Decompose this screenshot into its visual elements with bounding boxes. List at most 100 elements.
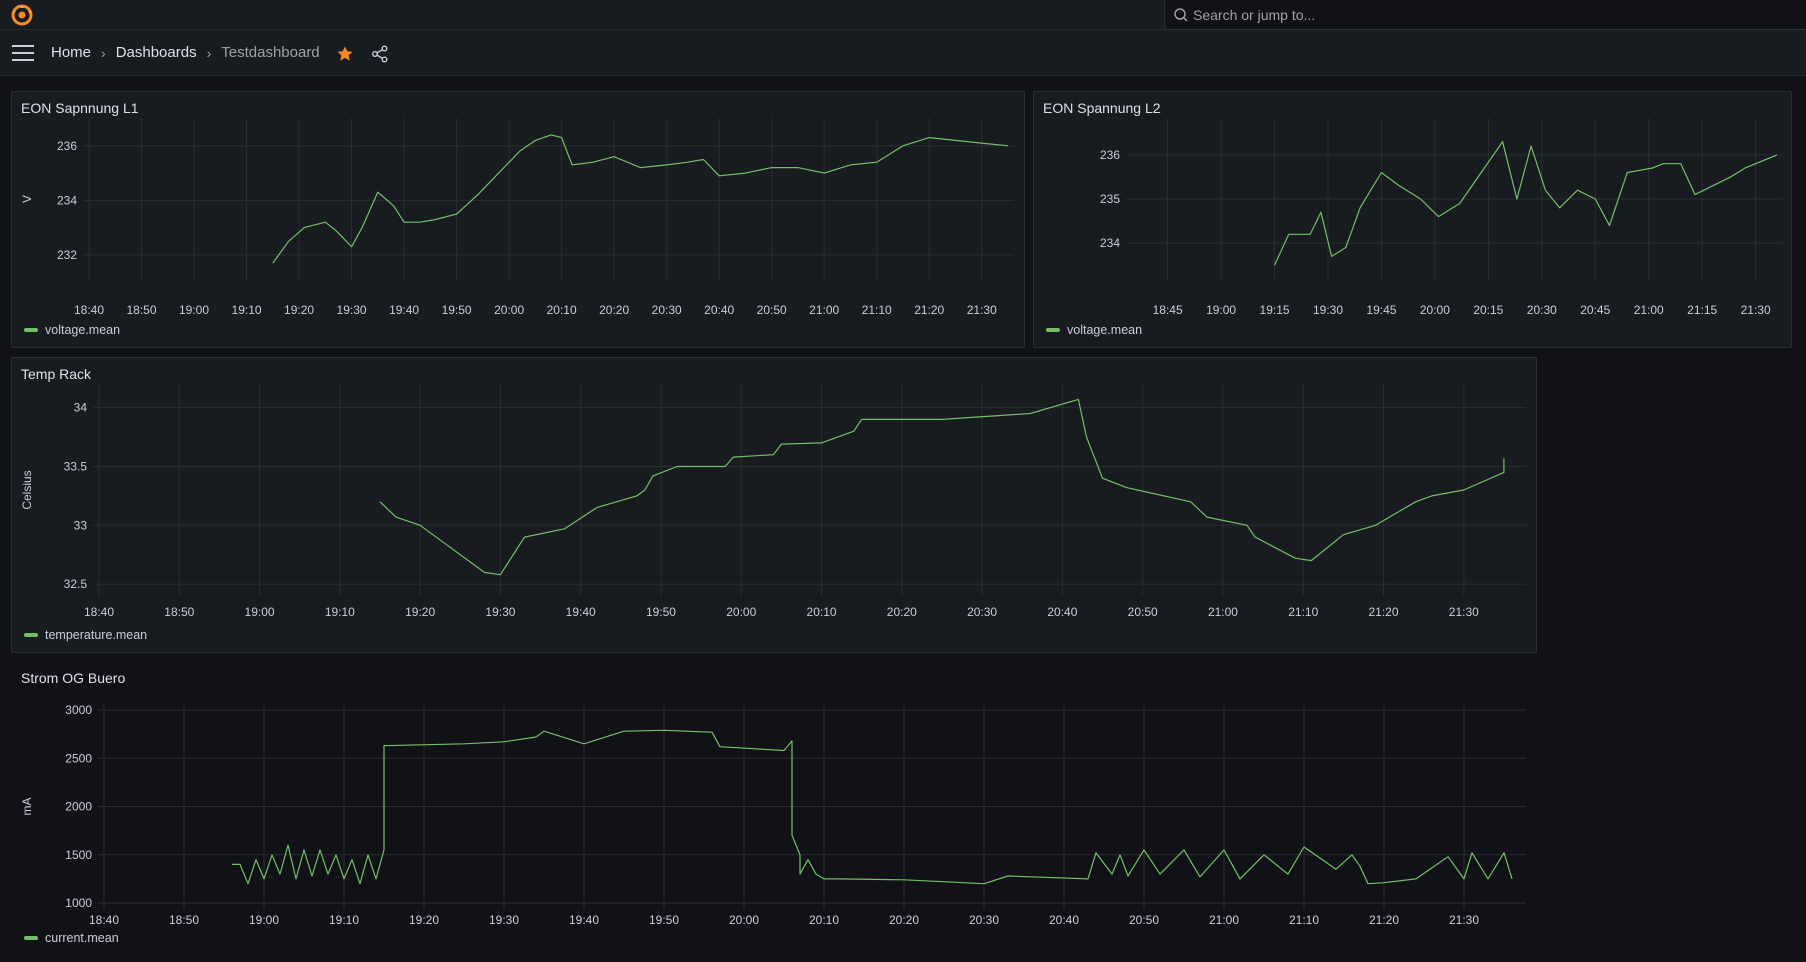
y-tick-label: 34 (74, 401, 88, 415)
x-tick-label: 20:20 (599, 303, 629, 317)
y-tick-label: 1500 (65, 848, 92, 862)
x-tick-label: 19:30 (337, 303, 367, 317)
legend-swatch (24, 936, 38, 940)
x-tick-label: 20:50 (757, 303, 787, 317)
x-tick-label: 19:00 (245, 605, 275, 619)
y-tick-label: 234 (1100, 236, 1120, 250)
x-tick-label: 20:15 (1473, 303, 1503, 317)
x-tick-label: 19:40 (569, 913, 599, 927)
x-tick-label: 20:10 (547, 303, 577, 317)
series-line-temperature-mean[interactable] (379, 398, 1505, 576)
x-tick-label: 19:20 (284, 303, 314, 317)
y-tick-label: 33.5 (64, 459, 88, 473)
series-line-voltage-mean[interactable] (1273, 140, 1778, 266)
x-tick-label: 19:00 (179, 303, 209, 317)
x-tick-label: 20:00 (726, 605, 756, 619)
panel-eon-spannung-l2[interactable]: EON Spannung L2 18:45 19:00 19:15 19:30 19:4… (1033, 91, 1792, 348)
x-tick-label: 21:30 (1741, 303, 1771, 317)
x-tick-label: 19:30 (485, 605, 515, 619)
x-tick-label: 19:15 (1260, 303, 1290, 317)
series-line-current-mean[interactable] (232, 729, 1513, 885)
star-icon[interactable] (336, 45, 354, 63)
voltage-l1-chart[interactable]: 18:40 18:50 19:00 19:10 19:20 19:30 19:40 19:50… (12, 92, 1026, 349)
panel-title[interactable]: Temp Rack (21, 366, 92, 382)
y-tick-label: 3000 (65, 703, 92, 717)
y-tick-label: 2000 (65, 800, 92, 814)
panel-temp-rack[interactable]: Temp Rack 18:40 18:50 19:00 19:10 19:20 19:30… (11, 357, 1537, 653)
legend-swatch (1046, 328, 1060, 332)
x-tick-label: 21:30 (967, 303, 997, 317)
legend-item[interactable]: voltage.mean (1046, 323, 1142, 337)
hamburger-menu-icon[interactable] (12, 44, 34, 62)
x-tick-label: 19:00 (1206, 303, 1236, 317)
panel-eon-spannung-l1[interactable]: EON Sapnnung L1 18:40 18:50 19:00 19:10 19:2… (11, 91, 1025, 348)
x-tick-label: 19:50 (649, 913, 679, 927)
temperature-chart[interactable]: 18:40 18:50 19:00 19:10 19:20 19:30 19:40 19:50… (12, 358, 1538, 654)
current-chart[interactable]: 18:40 18:50 19:00 19:10 19:20 19:30 19:40 19:50… (12, 662, 1538, 957)
search-input[interactable] (1193, 0, 1793, 29)
breadcrumb-home[interactable]: Home (51, 44, 92, 61)
y-axis-label: mA (20, 798, 34, 816)
x-tick-label: 20:10 (809, 913, 839, 927)
x-tick-label: 19:10 (325, 605, 355, 619)
voltage-l2-chart[interactable]: 18:45 19:00 19:15 19:30 19:45 20:00 20:15 20:30… (1034, 92, 1793, 349)
x-tick-label: 20:40 (1047, 605, 1077, 619)
x-tick-label: 18:40 (89, 913, 119, 927)
x-tick-label: 20:30 (1527, 303, 1557, 317)
panel-title[interactable]: Strom OG Buero (21, 670, 126, 686)
x-tick-label: 21:10 (1289, 913, 1319, 927)
x-tick-label: 21:30 (1449, 605, 1479, 619)
x-tick-label: 20:10 (807, 605, 837, 619)
legend-label: voltage.mean (45, 323, 121, 337)
x-tick-label: 18:40 (84, 605, 114, 619)
x-tick-label: 19:30 (1313, 303, 1343, 317)
breadcrumb-separator: › (206, 44, 212, 61)
x-tick-label: 20:40 (1049, 913, 1079, 927)
x-tick-label: 18:50 (164, 605, 194, 619)
legend-item[interactable]: current.mean (24, 931, 119, 945)
x-tick-label: 19:10 (232, 303, 262, 317)
breadcrumb-dashboards[interactable]: Dashboards (115, 44, 197, 61)
breadcrumb: Home › Dashboards › Testdashboard (51, 44, 320, 61)
x-tick-label: 20:50 (1129, 913, 1159, 927)
search-box[interactable] (1164, 0, 1806, 30)
panel-title[interactable]: EON Spannung L2 (1043, 100, 1161, 116)
legend-label: temperature.mean (45, 628, 148, 642)
x-tick-label: 18:50 (126, 303, 156, 317)
x-tick-label: 20:30 (652, 303, 682, 317)
y-axis-label: V (20, 195, 34, 203)
x-tick-label: 21:10 (1288, 605, 1318, 619)
y-tick-label: 236 (57, 139, 77, 153)
grafana-logo-icon[interactable] (10, 3, 34, 27)
legend-swatch (24, 633, 38, 637)
x-tick-label: 20:20 (887, 605, 917, 619)
panel-title[interactable]: EON Sapnnung L1 (21, 100, 139, 116)
x-tick-label: 21:00 (1209, 913, 1239, 927)
x-tick-label: 19:45 (1366, 303, 1396, 317)
x-tick-label: 19:30 (489, 913, 519, 927)
y-tick-label: 234 (57, 193, 77, 207)
x-tick-label: 19:40 (389, 303, 419, 317)
panel-strom-og-buero[interactable]: Strom OG Buero 18:40 18:50 19:00 19:10 19:20… (11, 661, 1537, 956)
y-tick-label: 2500 (65, 751, 92, 765)
x-tick-label: 18:40 (74, 303, 104, 317)
y-tick-label: 33 (74, 518, 88, 532)
x-tick-label: 21:00 (809, 303, 839, 317)
legend-item[interactable]: temperature.mean (24, 628, 147, 642)
dashboard-nav-bar: Home › Dashboards › Testdashboard (0, 30, 1806, 76)
share-icon[interactable] (371, 45, 389, 63)
breadcrumb-current-dashboard: Testdashboard (221, 44, 320, 61)
x-tick-label: 21:10 (862, 303, 892, 317)
x-tick-label: 21:20 (1369, 605, 1399, 619)
series-line-voltage-mean[interactable] (272, 134, 1009, 264)
breadcrumb-separator: › (101, 44, 106, 61)
x-tick-label: 19:40 (566, 605, 596, 619)
legend-item[interactable]: voltage.mean (24, 323, 120, 337)
x-tick-label: 18:45 (1153, 303, 1183, 317)
x-tick-label: 21:00 (1208, 605, 1238, 619)
x-tick-label: 19:50 (646, 605, 676, 619)
x-tick-label: 21:30 (1449, 913, 1479, 927)
x-tick-label: 20:00 (1420, 303, 1450, 317)
y-tick-label: 1000 (65, 896, 92, 910)
x-tick-label: 19:20 (405, 605, 435, 619)
